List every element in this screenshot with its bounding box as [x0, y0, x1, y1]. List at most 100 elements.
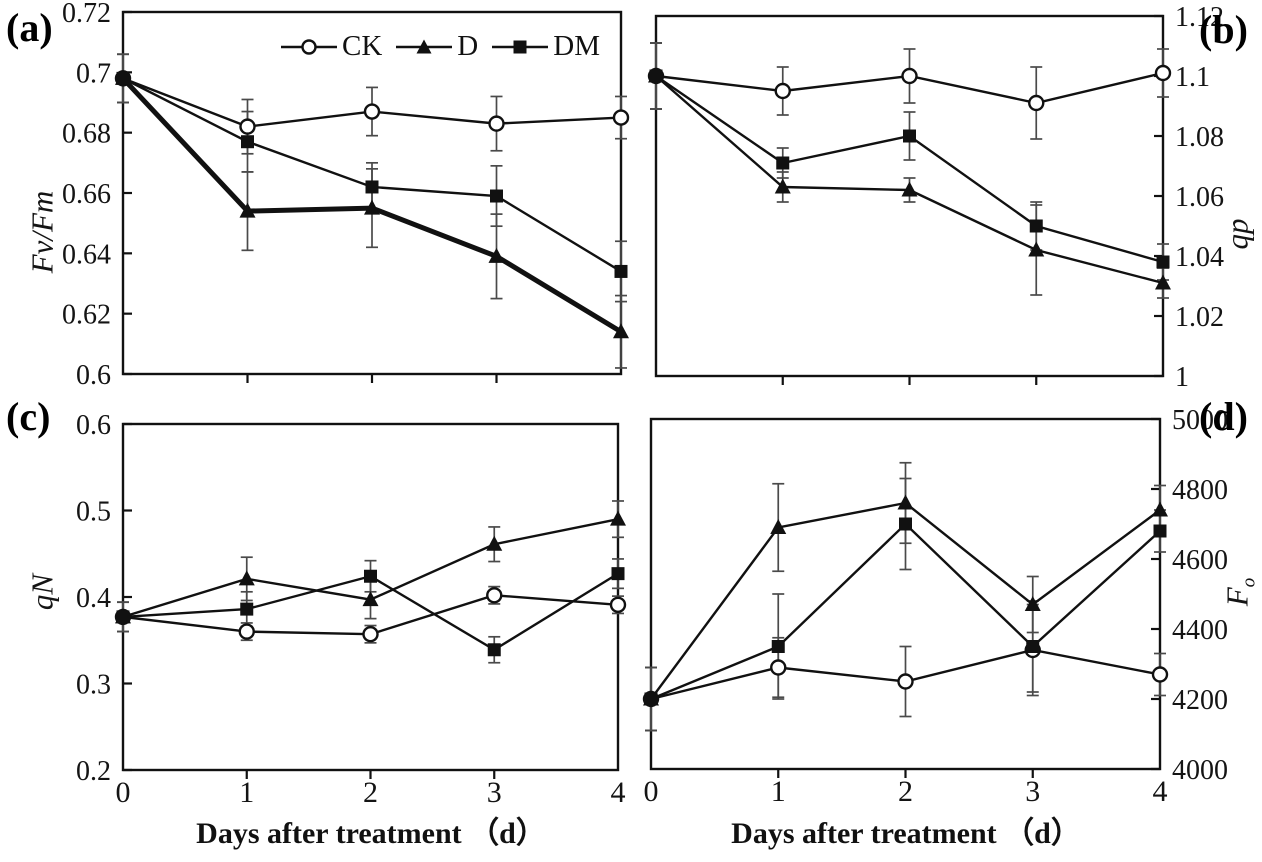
- y-tick-label: 0.66: [62, 179, 111, 210]
- marker-circle: [238, 623, 255, 640]
- y-tick-label: 0.4: [76, 583, 111, 614]
- y-axis-title-b-text: qp: [1219, 218, 1255, 250]
- marker-triangle: [1152, 501, 1168, 517]
- marker-circle: [488, 115, 505, 132]
- x-axis-title-c: Days after treatment （d）: [196, 817, 546, 850]
- square-marker-icon: [492, 40, 549, 53]
- marker-square: [365, 180, 379, 194]
- y-tick-label: 4400: [1172, 615, 1228, 646]
- y-tick-label: 0.6: [76, 410, 111, 441]
- marker-triangle: [364, 199, 380, 215]
- legend-item-label: CK: [342, 30, 383, 62]
- y-axis-title-b: qp: [1219, 218, 1258, 250]
- triangle-marker-icon: [396, 39, 453, 53]
- y-axis-title-a-text: Fv/Fm: [24, 190, 60, 274]
- y-tick-label: 1.1: [1175, 62, 1210, 93]
- marker-circle: [612, 109, 630, 126]
- y-tick-label: 0.3: [76, 670, 111, 701]
- y-axis-title-a: Fv/Fm: [24, 190, 63, 274]
- x-tick-label: 1: [239, 776, 254, 809]
- marker-square: [649, 69, 663, 83]
- y-tick-label: 4000: [1172, 755, 1228, 786]
- x-tick-label: 1: [771, 775, 786, 808]
- marker-square: [903, 129, 916, 143]
- marker-square: [241, 135, 254, 149]
- y-tick-label: 1.04: [1175, 242, 1224, 273]
- marker-square: [614, 264, 628, 278]
- marker-square: [611, 567, 625, 581]
- y-axis-title-d: Fo: [1219, 577, 1260, 607]
- marker-triangle: [610, 510, 626, 526]
- y-axis-title-d-subscript: o: [1238, 577, 1260, 588]
- marker-circle: [1028, 94, 1045, 112]
- marker-circle: [901, 67, 918, 85]
- marker-square: [899, 517, 912, 531]
- y-tick-label: 0.5: [76, 497, 111, 528]
- x-tick-label: 0: [116, 776, 131, 809]
- marker-square: [1026, 640, 1040, 653]
- marker-circle: [1151, 666, 1169, 683]
- circle-marker-icon: [281, 38, 337, 55]
- marker-square: [1029, 219, 1043, 233]
- y-axis-title-c-text: qN: [24, 573, 60, 611]
- y-axis-title-c: qN: [24, 573, 63, 611]
- x-tick-label: 0: [644, 775, 659, 808]
- marker-triangle: [1028, 241, 1045, 257]
- y-tick-label: 1.06: [1175, 182, 1224, 213]
- marker-triangle: [488, 247, 505, 263]
- marker-triangle: [1024, 596, 1041, 611]
- panel-label-c: (c): [6, 394, 51, 439]
- marker-circle: [897, 673, 914, 690]
- chart-legend: CK D DM: [280, 30, 600, 63]
- marker-circle: [1154, 64, 1172, 82]
- marker-square: [1153, 524, 1167, 538]
- y-tick-label: 4600: [1172, 545, 1228, 576]
- legend-item-label: D: [457, 30, 479, 62]
- marker-circle: [770, 659, 787, 676]
- y-tick-label: 0.72: [62, 0, 111, 29]
- y-tick-label: 0.68: [62, 119, 111, 150]
- marker-triangle: [486, 535, 503, 551]
- panel-label-d: (d): [1199, 394, 1248, 439]
- marker-square: [771, 640, 785, 653]
- y-tick-label: 1.08: [1175, 122, 1224, 153]
- marker-triangle: [774, 178, 791, 194]
- marker-triangle: [1155, 274, 1171, 290]
- y-tick-label: 4800: [1172, 475, 1228, 506]
- y-tick-label: 5000: [1172, 405, 1228, 436]
- marker-square: [1156, 255, 1170, 269]
- marker-square: [116, 610, 130, 624]
- marker-circle: [609, 596, 627, 613]
- marker-circle: [363, 103, 381, 120]
- y-tick-label: 0.2: [76, 756, 111, 787]
- x-tick-label: 3: [487, 776, 502, 809]
- y-tick-label: 4200: [1172, 685, 1228, 716]
- marker-circle: [239, 118, 256, 135]
- x-tick-label: 4: [611, 776, 626, 809]
- marker-square: [116, 71, 130, 85]
- y-tick-label: 0.7: [76, 58, 111, 89]
- marker-triangle: [362, 591, 379, 607]
- marker-circle: [486, 587, 503, 604]
- y-axis-title-d-text: F: [1219, 587, 1255, 607]
- legend-item-dm: DM: [491, 30, 600, 63]
- marker-circle: [362, 625, 379, 643]
- marker-square: [364, 569, 377, 583]
- marker-triangle: [770, 519, 787, 534]
- marker-triangle: [901, 181, 918, 197]
- marker-square: [240, 602, 254, 616]
- x-tick-label: 3: [1025, 775, 1040, 808]
- marker-triangle: [238, 570, 255, 586]
- y-tick-label: 0.6: [76, 360, 111, 391]
- x-axis-title-d: Days after treatment （d）: [731, 817, 1081, 850]
- y-tick-label: 1.12: [1175, 2, 1224, 33]
- marker-square: [487, 643, 501, 657]
- panel-label-a: (a): [6, 5, 53, 50]
- y-tick-label: 0.64: [62, 239, 111, 270]
- marker-triangle: [613, 323, 629, 339]
- legend-item-label: DM: [553, 30, 600, 62]
